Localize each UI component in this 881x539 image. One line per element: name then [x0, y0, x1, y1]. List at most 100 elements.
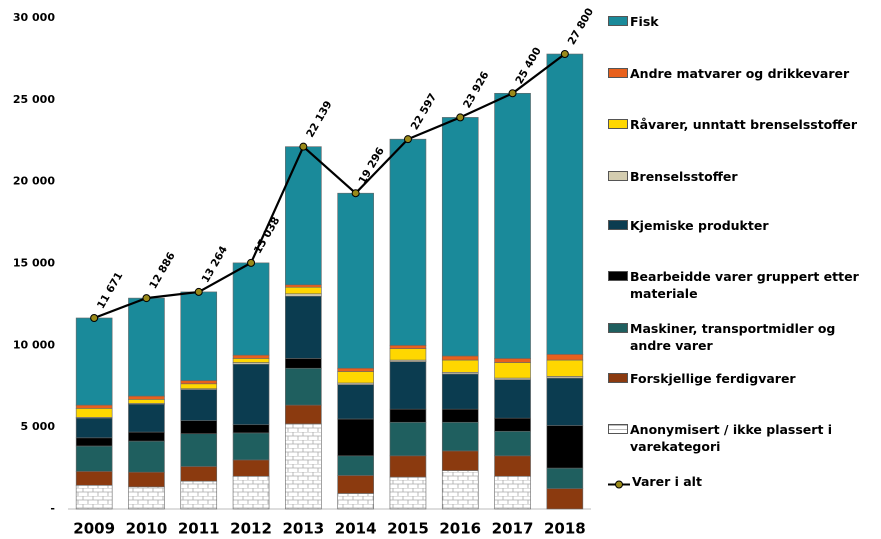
data-label: 15 038 — [252, 215, 282, 256]
bar-segment — [494, 455, 531, 477]
legend-item: Råvarer, unntatt brenselsstoffer — [608, 116, 876, 133]
x-tick-label: 2017 — [492, 520, 534, 538]
legend-label: Kjemiske produkter — [630, 218, 769, 233]
bar-segment — [389, 455, 427, 478]
legend-item: Anonymisert / ikke plassert i varekatego… — [608, 421, 876, 455]
bar-segment — [441, 421, 479, 452]
line-marker — [508, 89, 517, 98]
bar-segment — [232, 358, 270, 363]
bar-segment — [285, 284, 322, 288]
bar-segment — [337, 455, 374, 476]
bar-segment — [337, 371, 374, 384]
bar-segment — [180, 466, 218, 482]
x-tick-label: 2012 — [230, 520, 272, 538]
bar-segment — [441, 450, 479, 471]
bar-segment — [285, 146, 322, 286]
bar-segment — [389, 421, 427, 457]
bar-segment — [128, 399, 165, 404]
legend-swatch — [608, 373, 628, 383]
bar-segment — [75, 484, 113, 510]
x-tick-label: 2013 — [282, 520, 324, 538]
y-tick-label: 20 000 — [13, 175, 55, 188]
bar-segment — [285, 295, 322, 359]
bar-segment — [232, 459, 270, 477]
bar-segment — [389, 348, 427, 361]
bar-segment — [180, 383, 218, 390]
bar-segment — [232, 475, 270, 510]
bar-segment — [441, 359, 479, 373]
bar-segment — [180, 291, 218, 381]
bar-segment — [180, 433, 218, 467]
data-label: 12 886 — [147, 250, 177, 291]
legend-item: Andre matvarer og drikkevarer — [608, 65, 876, 82]
legend-label: Fisk — [630, 14, 659, 29]
bar-segment — [128, 471, 165, 488]
legend-item: Maskiner, transportmidler og andre varer — [608, 320, 876, 354]
bar-segment — [232, 354, 270, 359]
bar-segment — [441, 117, 479, 357]
x-tick-label: 2016 — [439, 520, 481, 538]
legend-label: Anonymisert / ikke plassert i varekatego… — [630, 422, 833, 454]
legend-item: Brenselsstoffer — [608, 168, 876, 185]
bar-segment — [389, 345, 427, 349]
y-tick-label: 25 000 — [13, 93, 55, 106]
bar-segment — [337, 418, 374, 457]
bar-segment — [75, 445, 113, 472]
line-marker — [456, 113, 465, 122]
x-tick-label: 2014 — [335, 520, 377, 538]
legend-label: Varer i alt — [632, 474, 702, 489]
legend-label: Forskjellige ferdigvarer — [630, 371, 796, 386]
bar-segment — [232, 424, 270, 434]
bar-segment — [494, 358, 531, 363]
y-tick-label: 15 000 — [13, 257, 55, 270]
line-marker — [247, 258, 256, 267]
legend-swatch — [608, 68, 628, 78]
bar-segment — [75, 317, 113, 406]
bar-segment — [75, 408, 113, 418]
bar-segment — [494, 475, 531, 510]
bar-segment — [546, 467, 584, 489]
y-tick-label: 30 000 — [13, 11, 55, 24]
bar-segment — [546, 425, 584, 469]
bar-segment — [389, 476, 427, 510]
bar-segment — [494, 92, 531, 359]
legend-swatch — [608, 476, 630, 489]
legend-swatch — [608, 119, 628, 129]
legend-label: Brenselsstoffer — [630, 169, 738, 184]
bar-segment — [546, 53, 584, 355]
data-label: 22 597 — [409, 91, 439, 132]
legend-swatch — [608, 323, 628, 333]
legend-label: Maskiner, transportmidler og andre varer — [630, 321, 836, 353]
bar-segment — [494, 417, 531, 432]
data-label: 13 264 — [200, 244, 230, 285]
legend-item: Bearbeidde varer gruppert etter material… — [608, 268, 876, 302]
bar-segment — [128, 440, 165, 473]
bar-segment — [337, 384, 374, 420]
legend-swatch — [608, 16, 628, 26]
legend-swatch — [608, 424, 628, 434]
bar-segment — [389, 408, 427, 423]
bar-segment — [494, 430, 531, 457]
bar-segment — [180, 420, 218, 435]
bar-segment — [232, 432, 270, 461]
legend-label: Bearbeidde varer gruppert etter material… — [630, 269, 859, 301]
bar-segment — [389, 361, 427, 410]
data-label: 11 671 — [95, 270, 125, 311]
line-marker — [299, 142, 308, 151]
bar-segment — [285, 286, 322, 295]
y-tick-label: - — [50, 502, 55, 515]
bar-segment — [337, 192, 374, 369]
bar-segment — [285, 423, 322, 510]
bar-segment — [494, 362, 531, 379]
bar-segment — [337, 493, 374, 510]
bar-segment — [389, 138, 427, 346]
y-tick-label: 10 000 — [13, 338, 55, 351]
bar-segment — [337, 367, 374, 372]
bar-segment — [546, 377, 584, 426]
bar-segment — [232, 363, 270, 426]
bar-segment — [180, 389, 218, 421]
line-marker — [142, 294, 151, 303]
bar-segment — [546, 359, 584, 377]
legend-item: Fisk — [608, 13, 876, 30]
